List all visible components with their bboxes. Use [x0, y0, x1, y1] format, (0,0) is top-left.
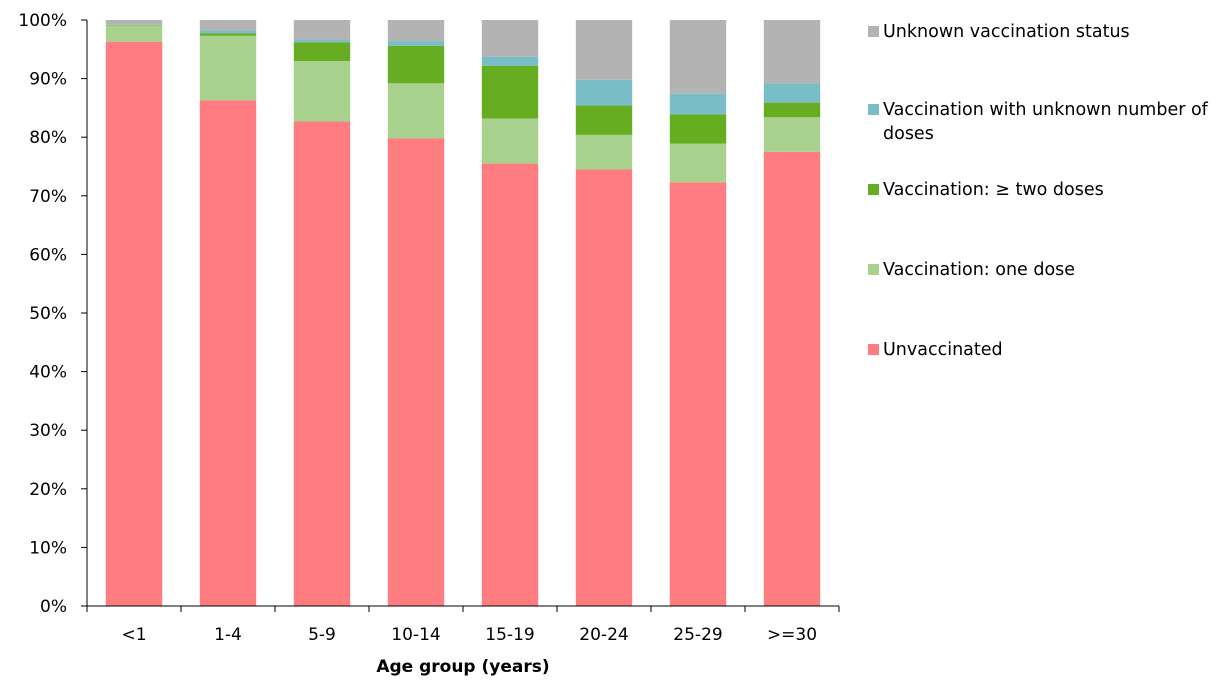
- bar-segment: [106, 42, 162, 606]
- legend-label: Unvaccinated: [883, 338, 1003, 362]
- y-tick-label: 70%: [29, 187, 67, 207]
- bar-segment: [764, 103, 820, 118]
- legend-item: Vaccination with unknown number of doses: [868, 98, 1218, 146]
- bar-segment: [200, 20, 256, 31]
- y-tick-label: 10%: [29, 538, 67, 558]
- bar-segment: [388, 20, 444, 41]
- bar-segment: [200, 31, 256, 34]
- bar-segment: [670, 114, 726, 143]
- legend-swatch: [868, 344, 879, 355]
- bar-segment: [482, 20, 538, 57]
- bar-segment: [764, 117, 820, 152]
- bar-segment: [294, 61, 350, 121]
- bar-segment: [482, 164, 538, 606]
- legend-item: Unknown vaccination status: [868, 20, 1218, 44]
- bar-segment: [106, 20, 162, 25]
- x-axis-title: Age group (years): [376, 657, 549, 677]
- bar-segment: [482, 118, 538, 163]
- bar-segment: [200, 100, 256, 606]
- x-tick-label: 10-14: [391, 625, 440, 645]
- y-tick-label: 100%: [18, 11, 67, 31]
- legend-item: Vaccination: one dose: [868, 258, 1218, 282]
- stacked-bar-chart: 0% 10% 20% 30% 40% 50% 60% 70% 80% 90% 100% <1 1-4 5-…: [0, 0, 860, 684]
- y-tick-label: 30%: [29, 421, 67, 441]
- bar-segment: [764, 20, 820, 83]
- x-tick-label: 5-9: [308, 625, 336, 645]
- bar-segment: [482, 57, 538, 66]
- x-tick-label: >=30: [767, 625, 817, 645]
- legend-label: Vaccination: ≥ two doses: [883, 178, 1104, 202]
- bar-segment: [200, 33, 256, 35]
- y-tick-label: 80%: [29, 128, 67, 148]
- legend-swatch: [868, 184, 879, 195]
- bar-segment: [294, 42, 350, 61]
- bar-segment: [294, 39, 350, 42]
- bar-segment: [388, 83, 444, 138]
- legend-item: Vaccination: ≥ two doses: [868, 178, 1218, 202]
- bars-layer: [106, 20, 820, 606]
- bar-segment: [576, 169, 632, 606]
- bar-segment: [106, 26, 162, 42]
- bar-segment: [576, 106, 632, 135]
- x-tick-label: 15-19: [485, 625, 534, 645]
- x-tick-label: 1-4: [214, 625, 242, 645]
- bar-segment: [294, 121, 350, 606]
- legend-swatch: [868, 264, 879, 275]
- bar-segment: [200, 36, 256, 100]
- x-tick-label: 25-29: [673, 625, 722, 645]
- bar-segment: [764, 152, 820, 606]
- bar-segment: [388, 138, 444, 606]
- y-tick-label: 90%: [29, 70, 67, 90]
- bar-segment: [388, 41, 444, 46]
- bar-segment: [576, 80, 632, 106]
- bar-segment: [576, 135, 632, 170]
- legend-item: Unvaccinated: [868, 338, 1218, 362]
- bar-segment: [670, 20, 726, 94]
- bar-segment: [670, 182, 726, 606]
- bar-segment: [576, 20, 632, 80]
- legend-swatch: [868, 26, 879, 37]
- y-tick-label: 60%: [29, 245, 67, 265]
- y-tick-label: 0%: [40, 597, 67, 617]
- bar-segment: [670, 144, 726, 183]
- legend-label: Vaccination: one dose: [883, 258, 1075, 282]
- bar-segment: [482, 66, 538, 119]
- legend-label: Unknown vaccination status: [883, 20, 1130, 44]
- bar-segment: [294, 20, 350, 39]
- y-tick-label: 40%: [29, 363, 67, 383]
- legend-swatch: [868, 104, 879, 115]
- bar-segment: [670, 94, 726, 115]
- bar-segment: [106, 25, 162, 26]
- legend-label: Vaccination with unknown number of doses: [883, 98, 1218, 146]
- bar-segment: [106, 25, 162, 26]
- bar-segment: [388, 46, 444, 84]
- y-tick-label: 20%: [29, 480, 67, 500]
- bar-segment: [764, 83, 820, 102]
- x-tick-label: <1: [121, 625, 146, 645]
- y-tick-label: 50%: [29, 304, 67, 324]
- x-tick-label: 20-24: [579, 625, 628, 645]
